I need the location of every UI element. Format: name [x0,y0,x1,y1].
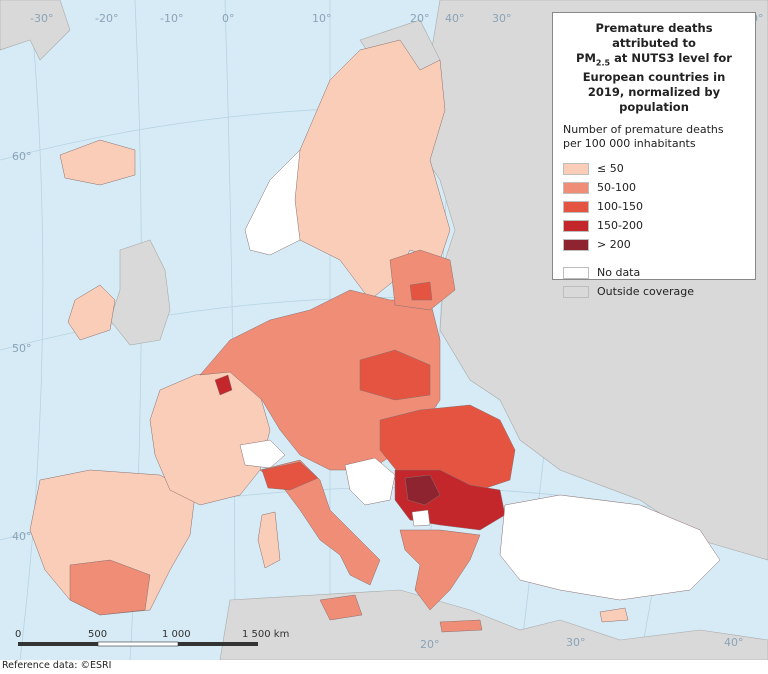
legend-item: No data [563,263,745,282]
legend-item: 150-200 [563,216,745,235]
kosovo-nodata [411,509,431,527]
scale-tick-label: 0 [15,629,21,640]
sardinia-corsica [257,511,281,569]
crete [439,619,483,633]
greece [399,529,481,611]
iceland [59,139,136,186]
legend-title-subscript: 2.5 [595,58,611,68]
ireland [67,284,116,341]
switzerland-nodata [239,439,286,469]
spain-south-50-100 [69,559,151,616]
legend-subtitle: Number of premature deaths per 100 000 i… [563,123,724,151]
poland-south-hotspot [359,349,431,401]
legend-swatch [563,200,589,213]
po-valley [261,461,319,491]
norway-nodata [244,149,301,256]
lon-label: -10° [160,12,183,25]
legend-item-label: 150-200 [597,219,643,233]
lon-label: 20° [410,12,430,25]
lon-label: 30° [566,636,586,649]
scale-tick-label: 500 [88,629,107,640]
legend-item-label: 50-100 [597,181,636,195]
cyprus [599,607,629,623]
legend-swatch [563,285,589,298]
scale-bar: 0 500 1 000 1 500 km [15,629,289,647]
legend-item-label: 100-150 [597,200,643,214]
legend-swatch [563,266,589,279]
scale-tick-label: 1 500 km [242,629,289,640]
sicily [319,594,363,621]
reference-credit: Reference data: ©ESRI [2,660,112,671]
lon-label: 0° [222,12,235,25]
legend-swatch [563,238,589,251]
lat-label: 60° [12,150,32,163]
italy [259,459,381,586]
baltics [389,249,456,311]
legend-title: Premature deaths attributed to PM2.5 at N… [563,21,745,115]
legend-title-line2: at NUTS3 level for European countries in… [582,51,732,115]
lat-label: 50° [12,342,32,355]
hungary-romania [379,404,516,491]
belgium-hotspot [214,374,233,396]
lon-label: -20° [95,12,118,25]
legend-swatch [563,181,589,194]
lon-label: -30° [30,12,53,25]
legend-item: 50-100 [563,178,745,197]
legend-item-label: ≤ 50 [597,162,624,176]
scale-bar-segment [178,642,258,646]
lon-label: 30° [492,12,512,25]
lon-label: 10° [312,12,332,25]
lat-label: 40° [12,530,32,543]
map-legend: Premature deaths attributed to PM2.5 at N… [552,12,756,298]
graticule-labels: -30° -20° -10° 0° 10° 20° 30° 40° 40° 20… [12,12,764,651]
lithuania-hotspot [409,281,433,301]
legend-item-label: > 200 [597,238,631,252]
legend-item: > 200 [563,235,745,254]
lon-label: 40° [724,636,744,649]
scale-bar-segment [97,641,179,647]
serbia-core [404,474,441,506]
legend-swatch [563,219,589,232]
legend-title-line1: Premature deaths attributed to [595,21,713,50]
legend-item-label: Outside coverage [597,285,695,299]
turkey-nodata [499,494,721,601]
scandinavia [289,39,451,301]
scale-bar-segment [18,642,98,646]
legend-item: 100-150 [563,197,745,216]
lon-label: 20° [420,638,440,651]
legend-item: Outside coverage [563,282,745,301]
legend-item: ≤ 50 [563,159,745,178]
legend-title-pm: PM [576,51,596,65]
choropleth-map: -30° -20° -10° 0° 10° 20° 30° 40° 40° 20… [0,0,768,660]
bosnia-nodata [344,457,396,506]
legend-item-label: No data [597,266,641,280]
legend-swatch [563,162,589,175]
lon-label: 40° [445,12,465,25]
scale-tick-label: 1 000 [162,629,191,640]
